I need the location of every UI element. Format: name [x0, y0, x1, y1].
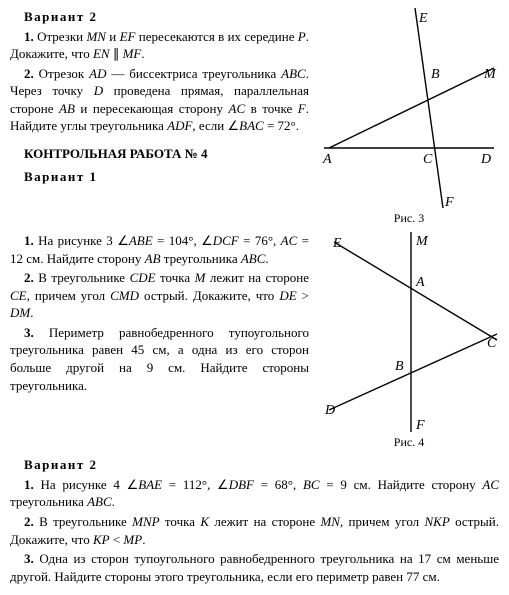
task-text: 1. На рисунке 3 ∠ABE = 104°, ∠DCF = 76°,…: [10, 232, 309, 267]
svg-text:A: A: [322, 152, 332, 167]
task-text: 2. Отрезок AD — биссектриса треугольника…: [10, 65, 309, 135]
variant-heading: Вариант 2: [10, 456, 499, 474]
svg-text:B: B: [395, 359, 404, 374]
variant-heading: Вариант 2: [10, 8, 309, 26]
section-heading: КОНТРОЛЬНАЯ РАБОТА № 4: [10, 145, 309, 163]
task-text: 2. В треугольнике CDE точка M лежит на с…: [10, 269, 309, 322]
svg-text:E: E: [418, 11, 428, 26]
svg-text:D: D: [480, 152, 491, 167]
figure-3-diagram: A C D E F B M: [319, 8, 499, 208]
figure-caption: Рис. 4: [319, 434, 499, 450]
svg-text:A: A: [415, 275, 425, 290]
variant-heading: Вариант 1: [10, 168, 309, 186]
svg-text:E: E: [332, 236, 342, 251]
svg-text:C: C: [487, 336, 497, 351]
svg-text:C: C: [423, 152, 433, 167]
svg-text:B: B: [431, 67, 440, 82]
task-text: 1. На рисунке 4 ∠BAE = 112°, ∠DBF = 68°,…: [10, 476, 499, 511]
svg-text:M: M: [415, 234, 429, 249]
svg-text:F: F: [444, 195, 454, 208]
task-text: 3. Периметр равнобедренного тупоугольног…: [10, 324, 309, 394]
task-text: 2. В треугольнике MNP точка K лежит на с…: [10, 513, 499, 548]
svg-text:F: F: [415, 418, 425, 432]
svg-text:M: M: [483, 67, 497, 82]
task-text: 3. Одна из сторон тупоугольного равнобед…: [10, 550, 499, 585]
figure-4-diagram: E M A C B D F: [319, 232, 499, 432]
figure-caption: Рис. 3: [319, 210, 499, 226]
svg-text:D: D: [324, 403, 335, 418]
task-text: 1. Отрезки MN и EF пересекаются в их сер…: [10, 28, 309, 63]
